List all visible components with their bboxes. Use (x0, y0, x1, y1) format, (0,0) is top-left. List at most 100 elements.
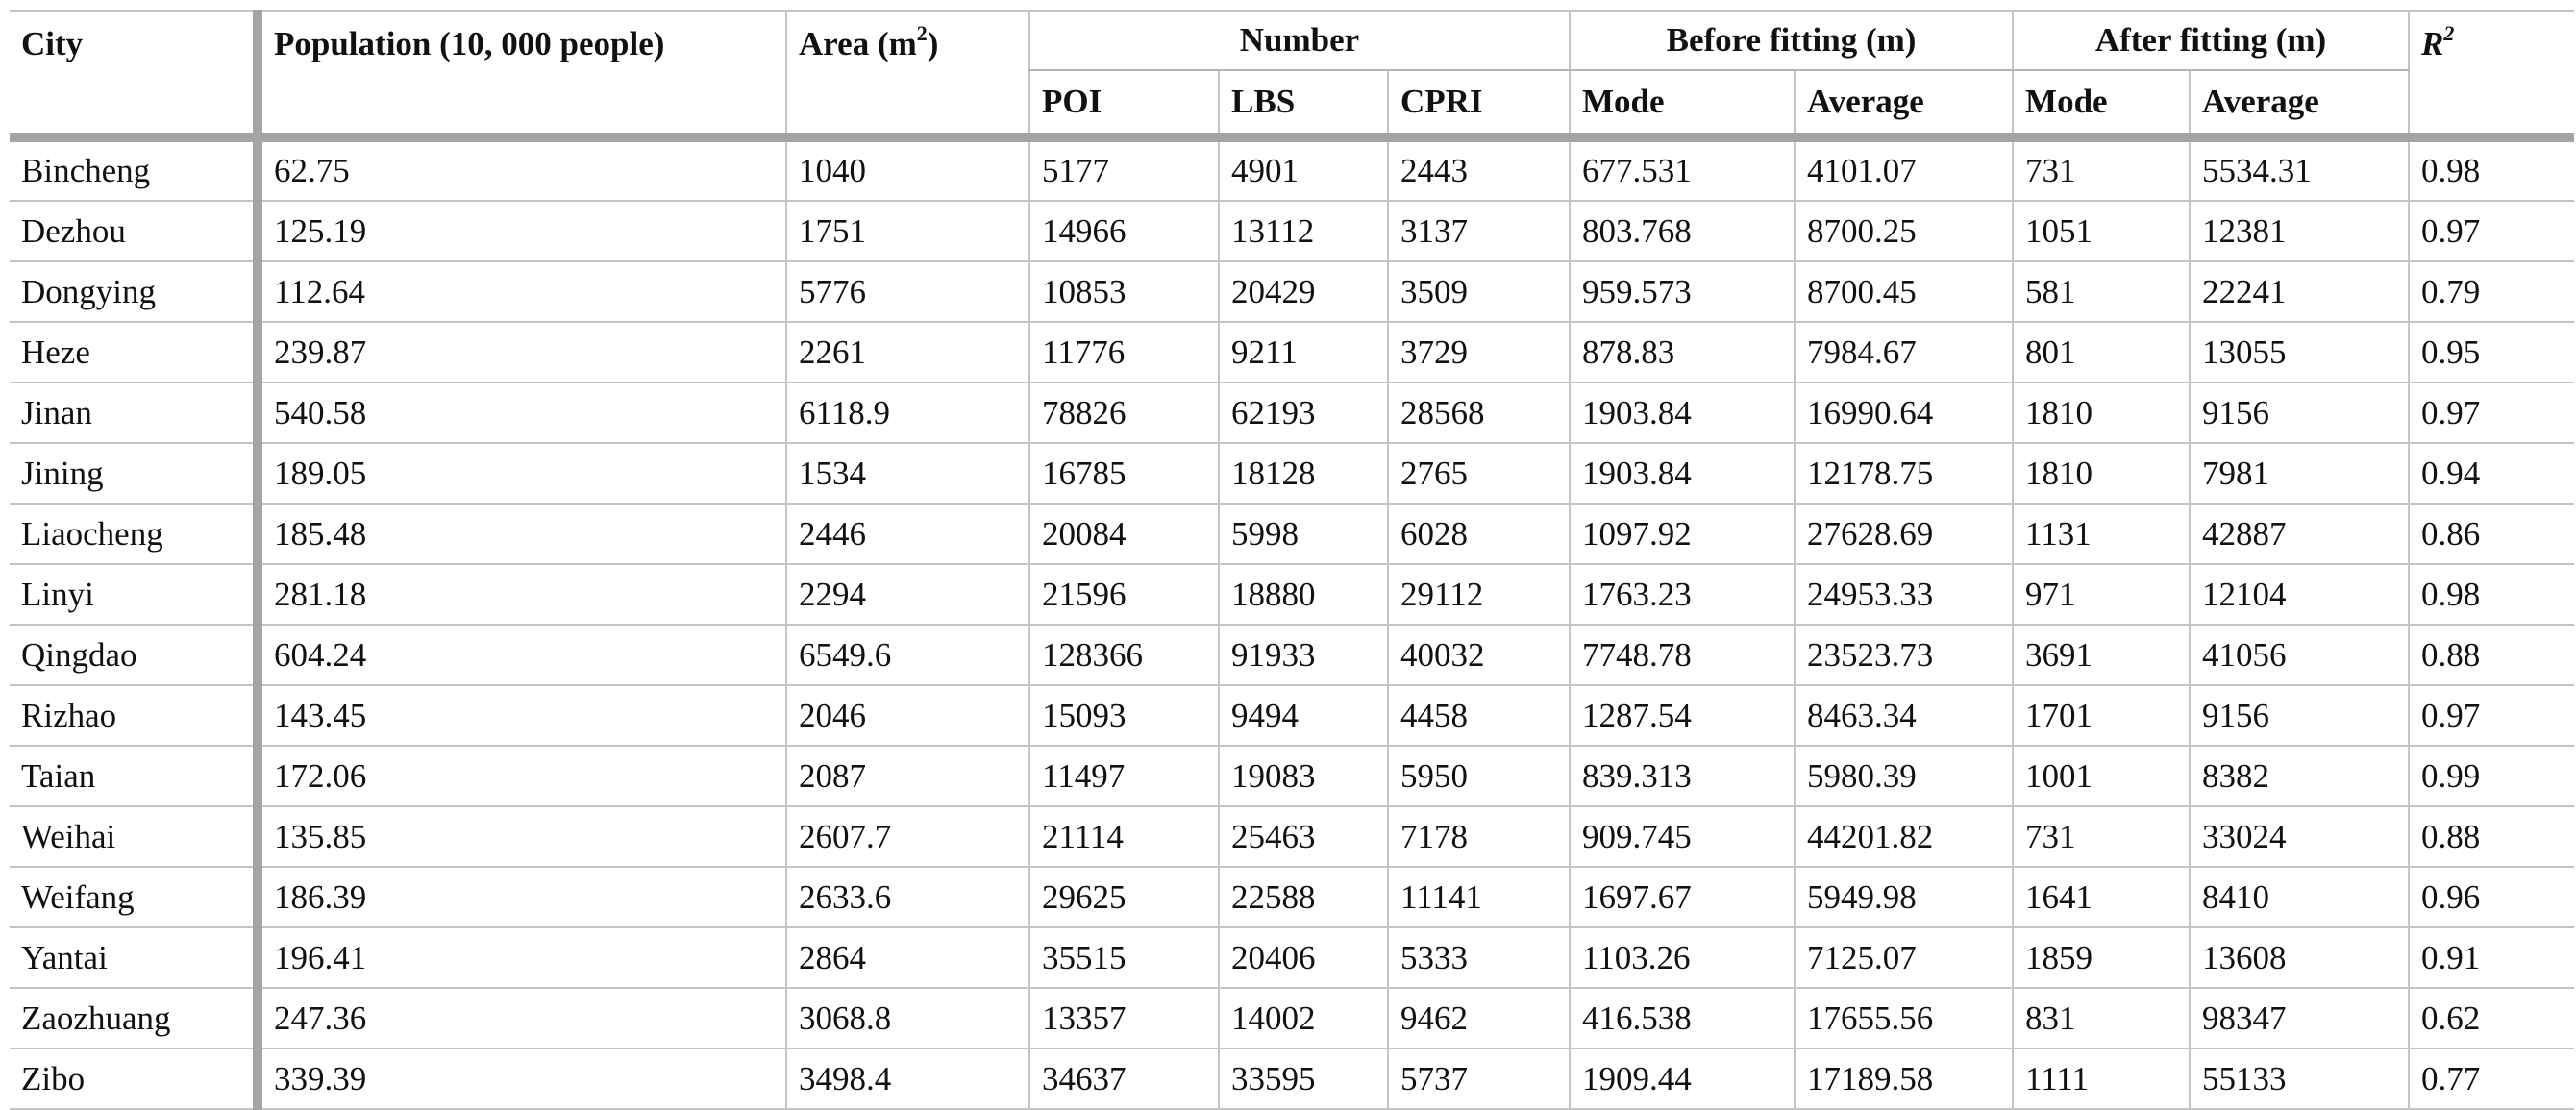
cell-before-mode: 1103.26 (1569, 927, 1796, 989)
cell-cpri: 6028 (1386, 504, 1571, 565)
cell-before-average: 27628.69 (1794, 504, 2014, 565)
cell-lbs: 20429 (1218, 261, 1388, 323)
header-after-fitting-group: After fitting (m) (2012, 11, 2410, 71)
cell-cpri: 3729 (1386, 322, 1571, 383)
cell-after-mode: 1641 (2012, 867, 2191, 928)
cell-population: 185.48 (253, 504, 786, 565)
cell-before-average: 5949.98 (1794, 867, 2014, 928)
cell-cpri: 2443 (1386, 137, 1571, 202)
header-city: City (10, 11, 258, 142)
cell-area: 5776 (785, 261, 1029, 323)
cell-r-squared: 0.94 (2408, 443, 2575, 505)
cell-r-squared: 0.77 (2408, 1048, 2575, 1110)
cell-r-squared: 0.62 (2408, 988, 2575, 1049)
cell-before-mode: 7748.78 (1569, 625, 1796, 686)
cell-city: Dongying (10, 261, 258, 323)
cell-city: Weihai (10, 806, 258, 868)
cell-lbs: 13112 (1218, 201, 1388, 262)
cell-before-average: 7984.67 (1794, 322, 2014, 383)
cell-poi: 11497 (1028, 746, 1219, 807)
cell-after-average: 98347 (2189, 988, 2410, 1049)
cell-poi: 15093 (1028, 685, 1219, 747)
cell-after-average: 55133 (2189, 1048, 2410, 1110)
cell-lbs: 9494 (1218, 685, 1388, 747)
cell-area: 6549.6 (785, 625, 1029, 686)
cell-poi: 5177 (1028, 137, 1219, 202)
cell-before-mode: 1909.44 (1569, 1048, 1796, 1110)
cell-after-average: 13608 (2189, 927, 2410, 989)
table-row: Qingdao 604.24 6549.6 128366 91933 40032… (10, 625, 2575, 686)
cell-r-squared: 0.79 (2408, 261, 2575, 323)
cell-poi: 21596 (1028, 564, 1219, 626)
cell-population: 172.06 (253, 746, 786, 807)
cell-after-mode: 1111 (2012, 1048, 2191, 1110)
cell-after-average: 9156 (2189, 685, 2410, 747)
cell-lbs: 14002 (1218, 988, 1388, 1049)
cell-population: 125.19 (253, 201, 786, 262)
cell-poi: 20084 (1028, 504, 1219, 565)
cell-population: 112.64 (253, 261, 786, 323)
cell-poi: 21114 (1028, 806, 1219, 868)
cell-after-mode: 1131 (2012, 504, 2191, 565)
cell-area: 6118.9 (785, 382, 1029, 444)
cell-city: Zibo (10, 1048, 258, 1110)
cell-area: 2607.7 (785, 806, 1029, 868)
cell-lbs: 5998 (1218, 504, 1388, 565)
cell-after-mode: 831 (2012, 988, 2191, 1049)
cell-poi: 11776 (1028, 322, 1219, 383)
header-r-squared: R2 (2408, 11, 2575, 142)
cell-cpri: 3137 (1386, 201, 1571, 262)
cell-before-average: 12178.75 (1794, 443, 2014, 505)
table-row: Weifang 186.39 2633.6 29625 22588 11141 … (10, 867, 2575, 928)
cell-after-mode: 1051 (2012, 201, 2191, 262)
table-row: Zaozhuang 247.36 3068.8 13357 14002 9462… (10, 988, 2575, 1049)
table-body: Bincheng 62.75 1040 5177 4901 2443 677.5… (10, 137, 2575, 1110)
cell-city: Jining (10, 443, 258, 505)
cell-city: Heze (10, 322, 258, 383)
cell-r-squared: 0.97 (2408, 382, 2575, 444)
cell-poi: 16785 (1028, 443, 1219, 505)
cell-before-mode: 878.83 (1569, 322, 1796, 383)
cell-r-squared: 0.86 (2408, 504, 2575, 565)
cell-population: 281.18 (253, 564, 786, 626)
cell-poi: 29625 (1028, 867, 1219, 928)
cell-city: Dezhou (10, 201, 258, 262)
cell-before-mode: 1903.84 (1569, 382, 1796, 444)
header-poi: POI (1028, 70, 1219, 142)
cell-before-mode: 677.531 (1569, 137, 1796, 202)
table-row: Liaocheng 185.48 2446 20084 5998 6028 10… (10, 504, 2575, 565)
cell-population: 189.05 (253, 443, 786, 505)
cell-poi: 128366 (1028, 625, 1219, 686)
cell-before-mode: 839.313 (1569, 746, 1796, 807)
cell-city: Yantai (10, 927, 258, 989)
cell-poi: 10853 (1028, 261, 1219, 323)
cell-area: 2087 (785, 746, 1029, 807)
cell-population: 62.75 (253, 137, 786, 202)
cell-city: Weifang (10, 867, 258, 928)
cell-city: Rizhao (10, 685, 258, 747)
header-row-sub: POI LBS CPRI Mode Average Mode Average (10, 70, 2574, 142)
cell-after-average: 8382 (2189, 746, 2410, 807)
cell-after-mode: 1810 (2012, 382, 2191, 444)
table-row: Heze 239.87 2261 11776 9211 3729 878.83 … (10, 322, 2575, 383)
cell-before-mode: 909.745 (1569, 806, 1796, 868)
cell-before-mode: 1903.84 (1569, 443, 1796, 505)
cell-before-average: 8700.45 (1794, 261, 2014, 323)
cell-after-mode: 731 (2012, 806, 2191, 868)
cell-city: Bincheng (10, 137, 258, 202)
cell-after-average: 13055 (2189, 322, 2410, 383)
cell-area: 2446 (785, 504, 1029, 565)
header-before-average: Average (1794, 70, 2014, 142)
cell-city: Qingdao (10, 625, 258, 686)
cell-area: 2864 (785, 927, 1029, 989)
header-lbs: LBS (1218, 70, 1388, 142)
table-row: Bincheng 62.75 1040 5177 4901 2443 677.5… (10, 137, 2575, 202)
cell-city: Zaozhuang (10, 988, 258, 1049)
cell-after-mode: 1701 (2012, 685, 2191, 747)
cell-after-mode: 581 (2012, 261, 2191, 323)
cell-before-average: 4101.07 (1794, 137, 2014, 202)
cell-after-average: 41056 (2189, 625, 2410, 686)
table-row: Taian 172.06 2087 11497 19083 5950 839.3… (10, 746, 2575, 807)
cell-city: Jinan (10, 382, 258, 444)
cell-population: 604.24 (253, 625, 786, 686)
